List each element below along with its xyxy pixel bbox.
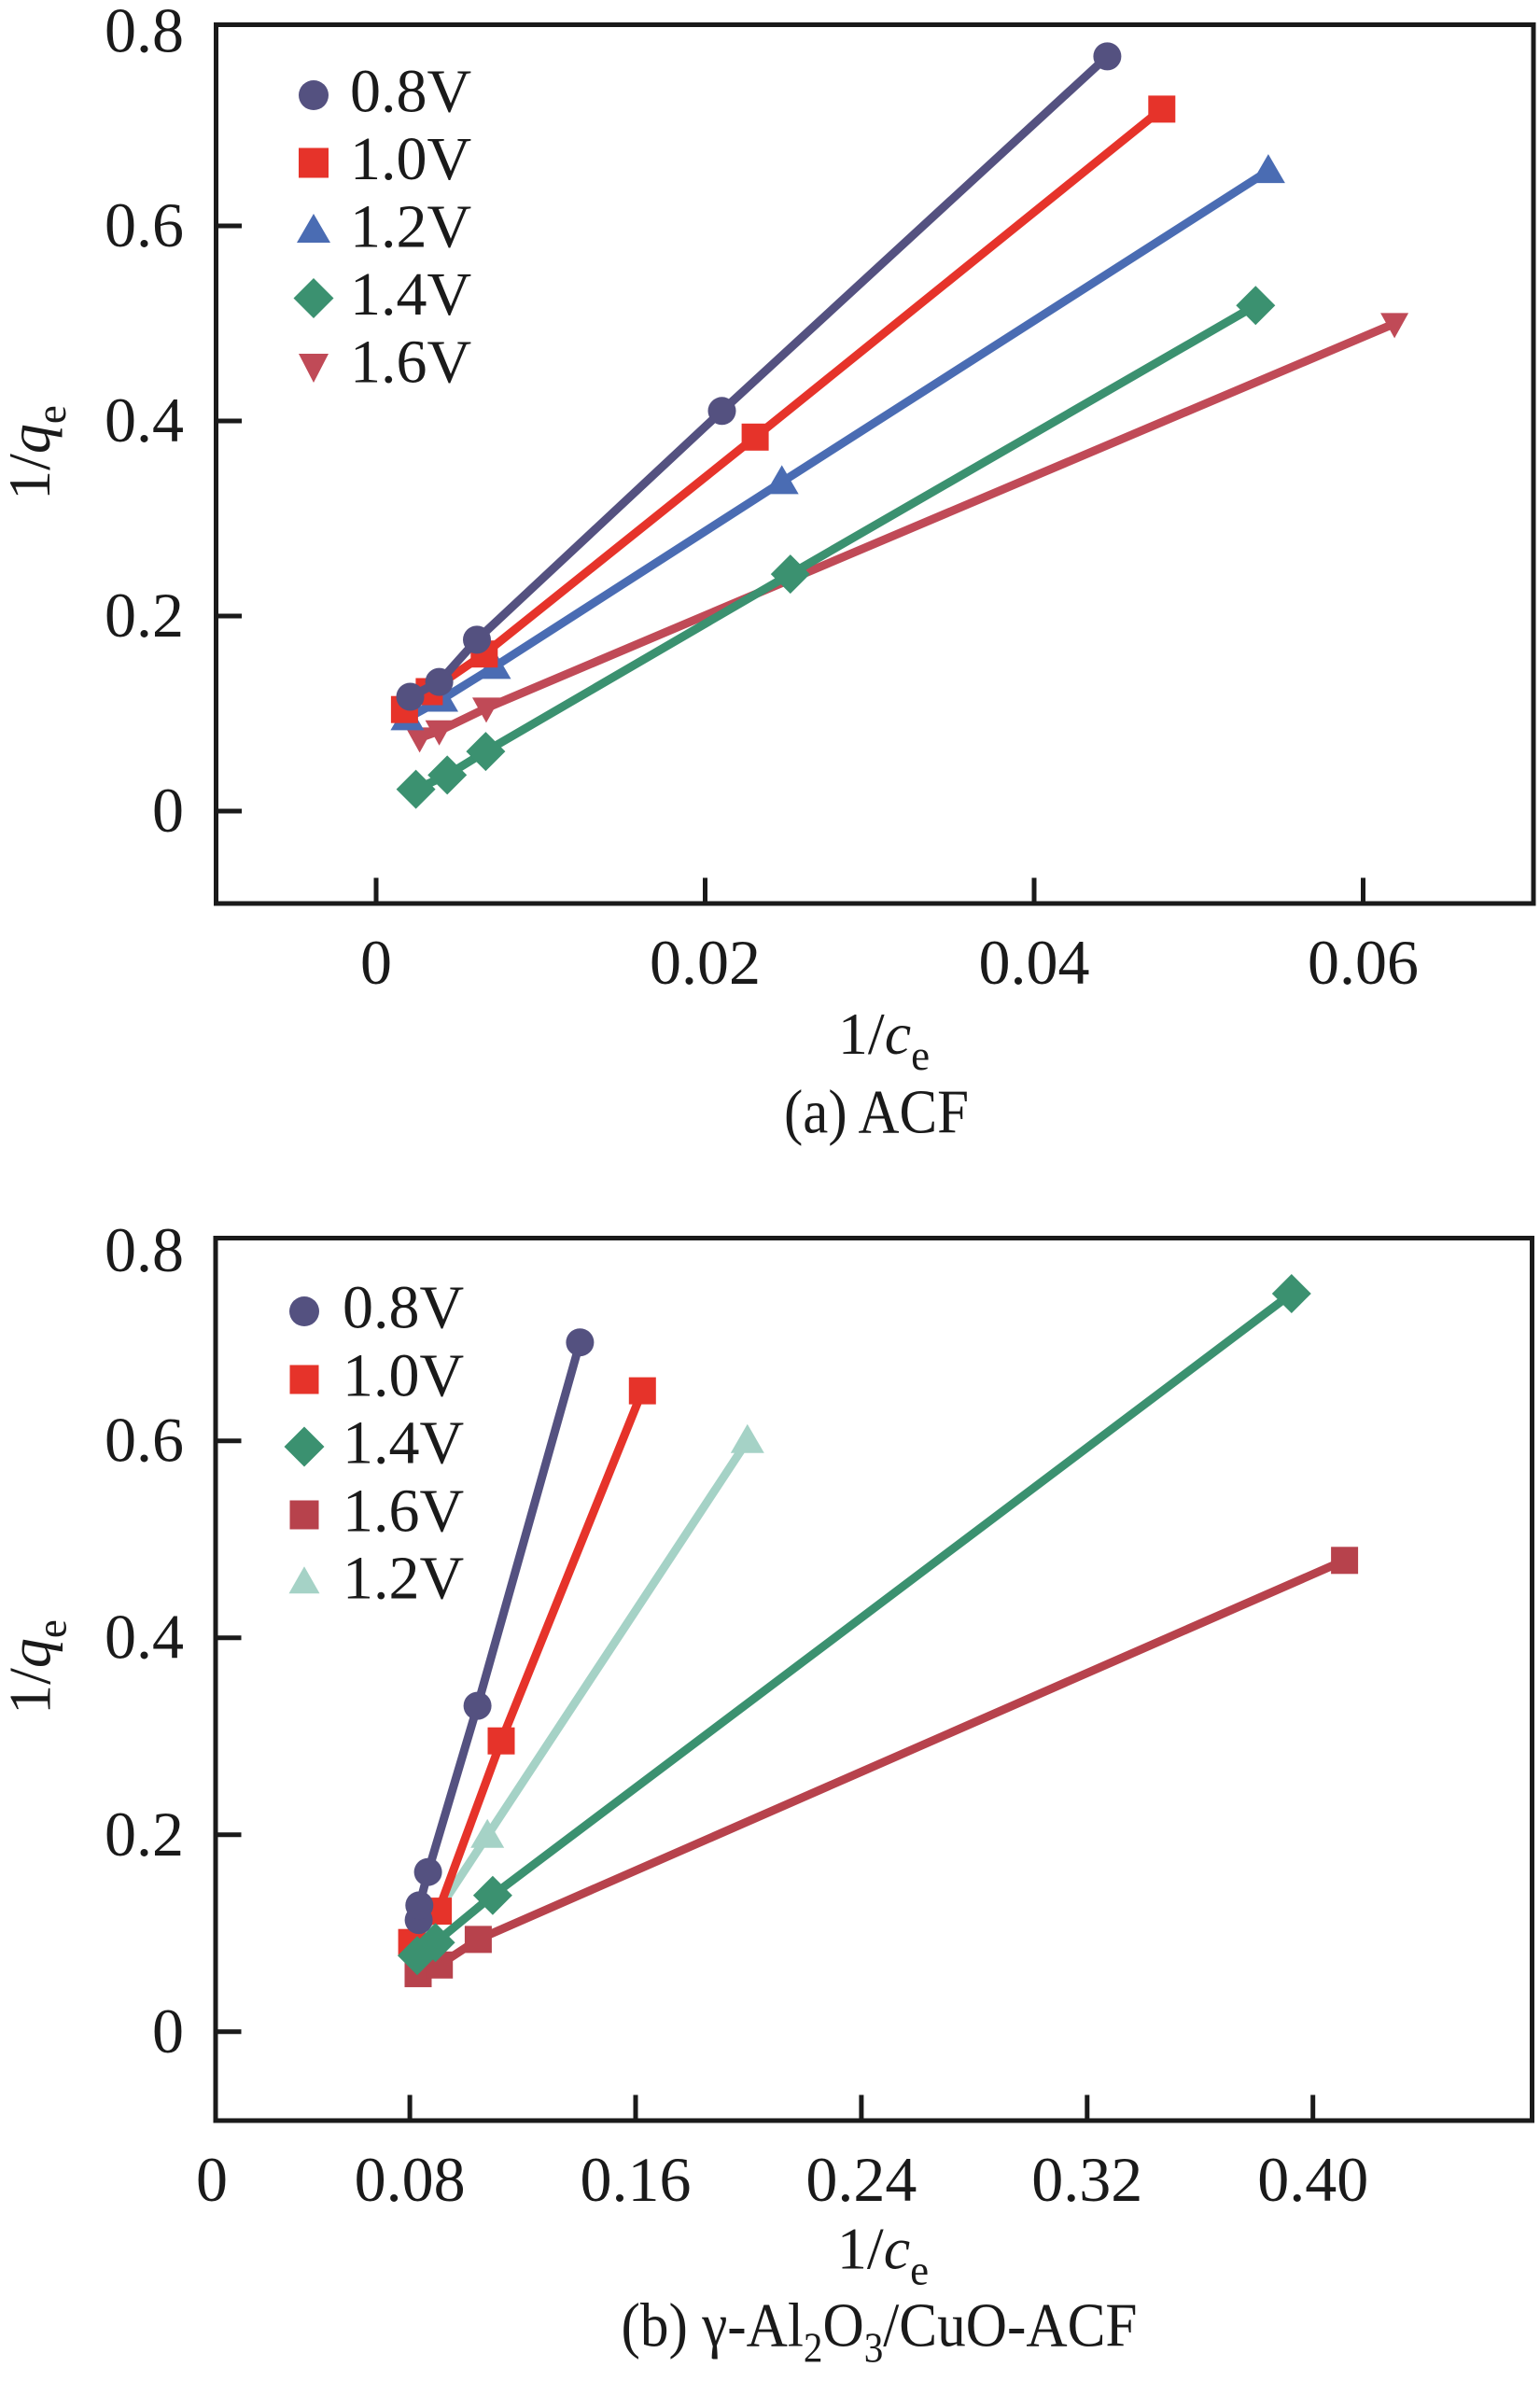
svg-text:0.08: 0.08 [355, 2144, 466, 2215]
svg-text:0.32: 0.32 [1031, 2144, 1142, 2215]
svg-text:0.8V: 0.8V [343, 1274, 464, 1342]
svg-text:0: 0 [360, 927, 392, 998]
svg-text:1.6V: 1.6V [343, 1478, 464, 1546]
svg-text:0.24: 0.24 [805, 2144, 917, 2215]
svg-text:1.6V: 1.6V [350, 329, 471, 397]
svg-text:1.2V: 1.2V [343, 1545, 464, 1613]
svg-text:1.0V: 1.0V [350, 125, 471, 193]
svg-text:0: 0 [152, 775, 184, 846]
svg-text:0.6: 0.6 [105, 1405, 184, 1476]
svg-text:1.0V: 1.0V [343, 1342, 464, 1410]
svg-text:1.4V: 1.4V [350, 260, 471, 329]
svg-text:0.8V: 0.8V [350, 58, 471, 126]
svg-text:0.8: 0.8 [105, 0, 184, 66]
svg-text:0.8: 0.8 [105, 1214, 184, 1285]
svg-text:(a) ACF: (a) ACF [784, 1077, 969, 1146]
svg-text:0.40: 0.40 [1257, 2144, 1368, 2215]
svg-text:0.16: 0.16 [581, 2144, 692, 2215]
svg-text:0.2: 0.2 [105, 1799, 184, 1870]
svg-text:0: 0 [196, 2144, 228, 2215]
svg-text:0.2: 0.2 [105, 580, 184, 651]
svg-text:0.02: 0.02 [650, 927, 761, 998]
svg-text:0.04: 0.04 [979, 927, 1090, 998]
svg-text:0.6: 0.6 [105, 189, 184, 260]
svg-text:1.4V: 1.4V [343, 1409, 464, 1478]
svg-text:0.06: 0.06 [1308, 927, 1419, 998]
svg-text:1.2V: 1.2V [350, 193, 471, 261]
svg-text:0.4: 0.4 [105, 1602, 184, 1673]
svg-text:0: 0 [152, 1996, 184, 2066]
svg-text:0.4: 0.4 [105, 385, 184, 455]
